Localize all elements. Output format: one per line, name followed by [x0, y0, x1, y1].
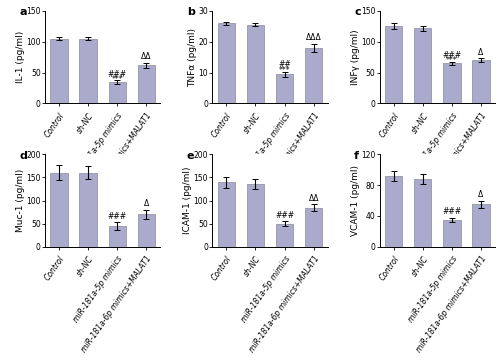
Text: d: d	[20, 151, 28, 160]
Text: Δ: Δ	[478, 190, 484, 199]
Y-axis label: VCAM-1 (pg/ml): VCAM-1 (pg/ml)	[350, 165, 360, 236]
Bar	[385, 26, 402, 103]
Bar	[50, 38, 68, 103]
Bar	[276, 74, 293, 103]
Text: ###: ###	[442, 51, 462, 60]
Text: ***: ***	[279, 66, 290, 74]
Y-axis label: ICAM-1 (pg/ml): ICAM-1 (pg/ml)	[184, 167, 192, 234]
Y-axis label: INFγ (pg/ml): INFγ (pg/ml)	[350, 29, 360, 85]
Text: ***: ***	[446, 56, 458, 65]
Text: ΔΔ: ΔΔ	[141, 53, 152, 61]
Text: Δ: Δ	[144, 199, 149, 208]
Bar	[276, 224, 293, 247]
Bar	[80, 173, 97, 247]
Y-axis label: TNFα (pg/ml): TNFα (pg/ml)	[188, 28, 197, 87]
Bar	[108, 226, 126, 247]
Bar	[472, 204, 490, 247]
Text: a: a	[20, 7, 27, 17]
Text: ΔΔ: ΔΔ	[308, 194, 319, 203]
Bar	[443, 63, 460, 103]
Bar	[246, 25, 264, 103]
Text: b: b	[187, 7, 195, 17]
Text: ###: ###	[442, 207, 462, 216]
Text: ###: ###	[275, 212, 294, 220]
Bar	[305, 48, 322, 103]
Bar	[218, 182, 235, 247]
Text: Δ: Δ	[478, 48, 484, 57]
Y-axis label: IL-1 (pg/ml): IL-1 (pg/ml)	[16, 31, 25, 83]
Text: f: f	[354, 151, 359, 160]
Bar	[80, 38, 97, 103]
Bar	[138, 65, 155, 103]
Bar	[305, 208, 322, 247]
Y-axis label: Muc-1 (pg/ml): Muc-1 (pg/ml)	[16, 169, 25, 232]
Bar	[138, 215, 155, 247]
Bar	[218, 23, 235, 103]
Bar	[50, 173, 68, 247]
Bar	[108, 82, 126, 103]
Bar	[385, 176, 402, 247]
Text: ***: ***	[112, 75, 123, 84]
Text: c: c	[354, 7, 361, 17]
Bar	[414, 28, 432, 103]
Text: ###: ###	[108, 70, 127, 79]
Text: ##: ##	[278, 61, 291, 69]
Text: ΔΔΔ: ΔΔΔ	[306, 33, 322, 42]
Bar	[246, 184, 264, 247]
Bar	[414, 179, 432, 247]
Bar	[472, 60, 490, 103]
Text: ###: ###	[108, 212, 127, 221]
Bar	[443, 220, 460, 247]
Text: e: e	[187, 151, 194, 160]
